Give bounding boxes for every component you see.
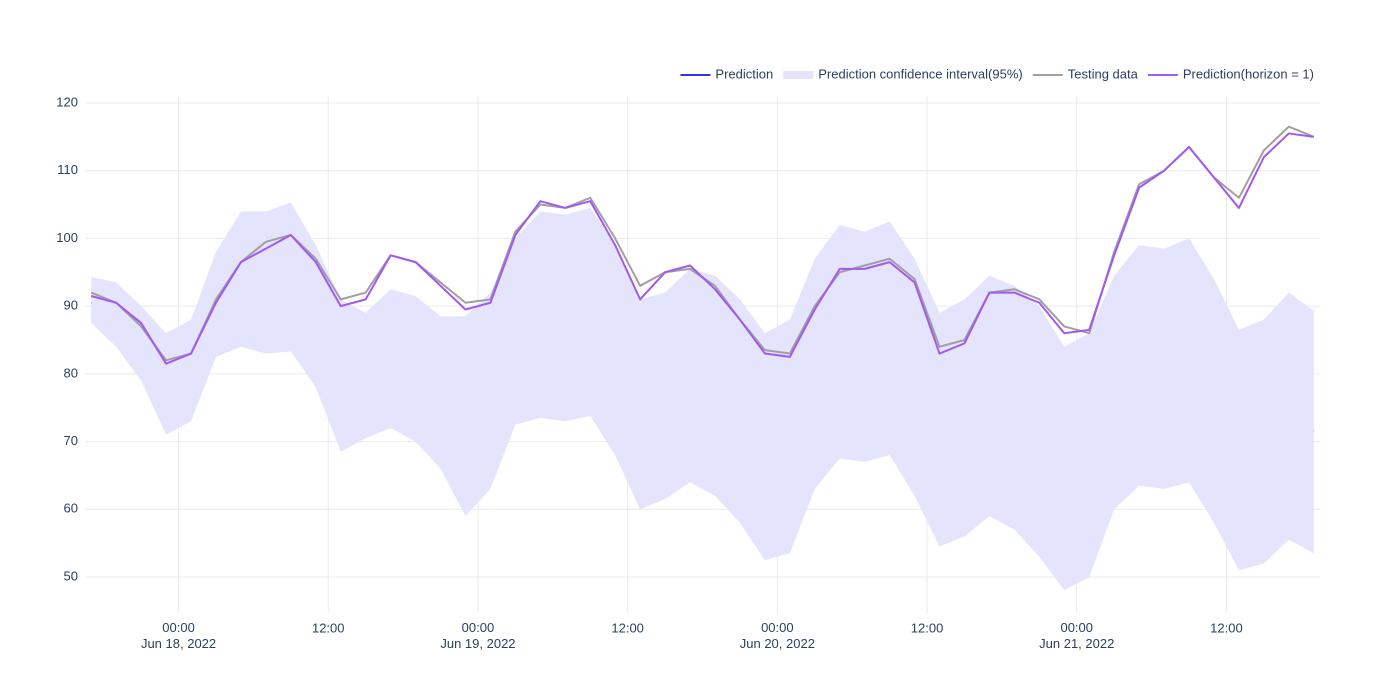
legend-item: Prediction <box>680 66 773 81</box>
x-tick-label: 12:00 <box>911 620 944 635</box>
y-tick-label: 120 <box>56 94 78 109</box>
y-tick-label: 50 <box>64 568 78 583</box>
y-tick-label: 100 <box>56 230 78 245</box>
x-tick-label: 00:00 Jun 21, 2022 <box>1039 620 1114 651</box>
x-tick-label: 00:00 Jun 19, 2022 <box>440 620 515 651</box>
x-tick-label: 00:00 Jun 20, 2022 <box>740 620 815 651</box>
legend-swatch <box>783 71 814 79</box>
legend-item: Prediction(horizon = 1) <box>1147 66 1314 81</box>
legend-label: Prediction(horizon = 1) <box>1183 66 1314 81</box>
y-tick-label: 110 <box>57 162 78 177</box>
confidence-band <box>91 202 1314 591</box>
legend-label: Testing data <box>1068 66 1139 81</box>
legend: Prediction Prediction confidence interval… <box>680 66 1314 81</box>
y-tick-label: 90 <box>64 298 78 313</box>
y-tick-label: 70 <box>64 433 78 448</box>
y-tick-label: 80 <box>64 365 78 380</box>
x-tick-label: 12:00 <box>312 620 345 635</box>
legend-label: Prediction confidence interval(95%) <box>818 66 1023 81</box>
series-line <box>90 132 1314 365</box>
legend-item: Prediction confidence interval(95%) <box>783 66 1023 81</box>
x-tick-label: 00:00 Jun 18, 2022 <box>141 620 216 651</box>
legend-label: Prediction <box>715 66 773 81</box>
x-tick-label: 12:00 <box>1210 620 1243 635</box>
y-tick-label: 60 <box>64 501 78 516</box>
x-tick-label: 12:00 <box>611 620 644 635</box>
legend-item: Testing data <box>1032 66 1139 81</box>
